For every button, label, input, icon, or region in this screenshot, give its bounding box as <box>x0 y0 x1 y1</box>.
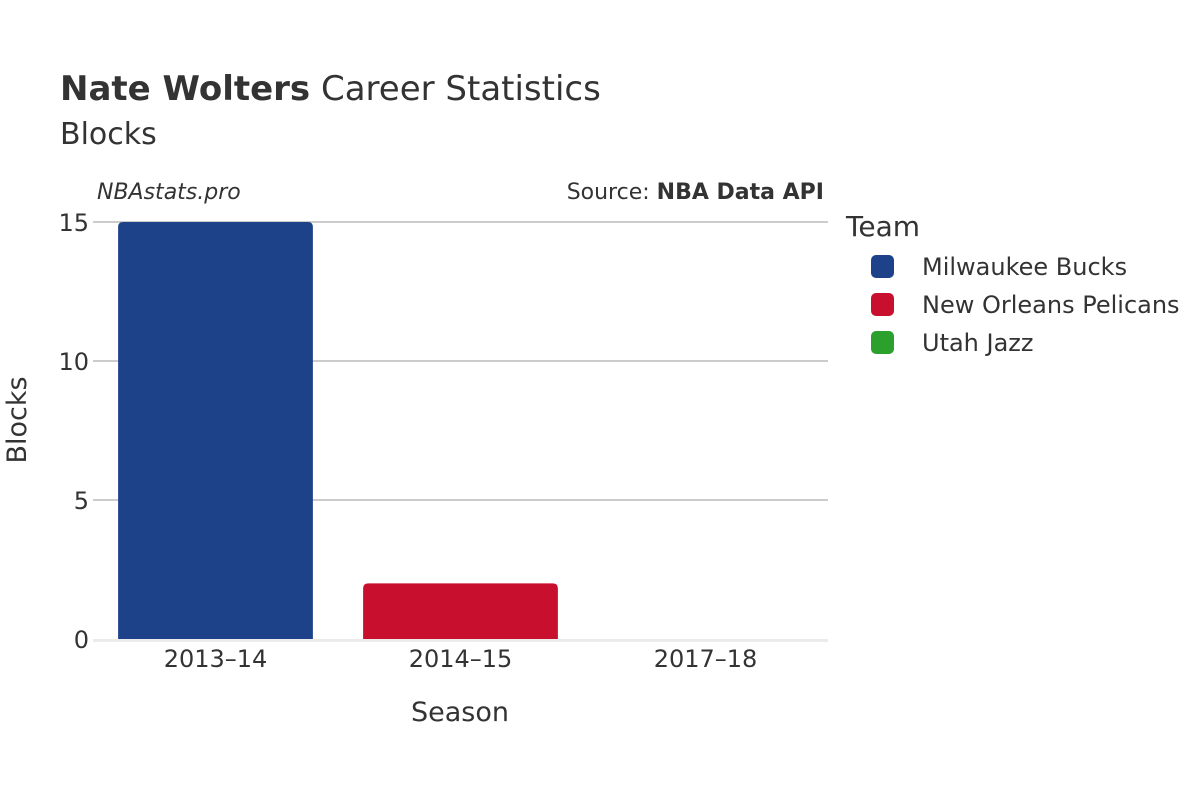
legend-item[interactable]: Utah Jazz <box>871 329 1034 357</box>
chart-title: Nate Wolters Career Statistics <box>60 69 601 109</box>
y-axis-label: Blocks <box>2 376 33 463</box>
legend-item[interactable]: Milwaukee Bucks <box>871 253 1127 281</box>
y-tick-labels: 0 5 10 15 <box>58 209 89 654</box>
legend-swatch <box>871 293 894 316</box>
y-tick-label: 0 <box>74 626 89 654</box>
source-prefix: Source: <box>567 180 657 205</box>
x-tick-label: 2013–14 <box>164 645 268 673</box>
watermark: NBAstats.pro <box>97 180 241 205</box>
legend: Milwaukee Bucks New Orleans Pelicans Utah … <box>871 253 1180 357</box>
bar <box>363 583 558 639</box>
legend-label: Utah Jazz <box>922 329 1034 357</box>
legend-item[interactable]: New Orleans Pelicans <box>871 291 1180 319</box>
y-tick-label: 10 <box>58 348 89 376</box>
chart-subtitle: Blocks <box>60 117 157 152</box>
legend-label: Milwaukee Bucks <box>922 253 1127 281</box>
bar <box>118 222 313 639</box>
y-tick-label: 5 <box>74 487 89 515</box>
source-name: NBA Data API <box>657 180 824 205</box>
x-tick-label: 2014–15 <box>409 645 513 673</box>
chart-title-player: Nate Wolters <box>60 69 310 109</box>
legend-swatch <box>871 331 894 354</box>
x-axis-label: Season <box>411 697 509 728</box>
legend-title: Team <box>845 210 920 243</box>
y-tick-label: 15 <box>58 209 89 237</box>
legend-label: New Orleans Pelicans <box>922 291 1180 319</box>
x-tick-labels: 2013–14 2014–15 2017–18 <box>164 645 758 673</box>
x-tick-label: 2017–18 <box>654 645 758 673</box>
bars <box>118 222 558 639</box>
legend-swatch <box>871 255 894 278</box>
source-credit: Source: NBA Data API <box>567 180 824 205</box>
chart-title-suffix: Career Statistics <box>310 69 601 109</box>
